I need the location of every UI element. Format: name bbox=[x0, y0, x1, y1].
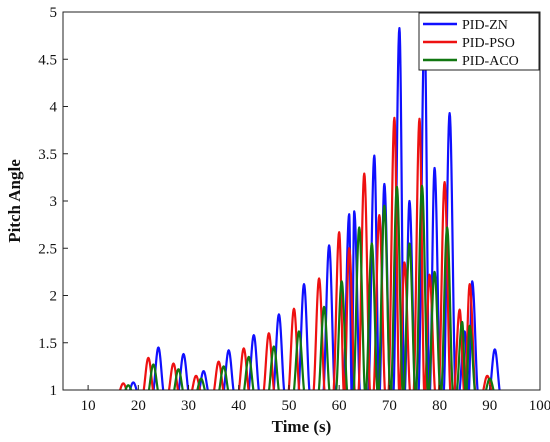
series-line-pid-aco bbox=[124, 184, 495, 390]
y-tick-label: 3.5 bbox=[38, 147, 57, 163]
x-tick-label: 10 bbox=[81, 398, 96, 414]
legend-label: PID-ACO bbox=[462, 54, 519, 69]
y-tick-label: 5 bbox=[50, 5, 58, 21]
y-tick-label: 4.5 bbox=[38, 52, 57, 68]
x-tick-label: 70 bbox=[382, 398, 397, 414]
legend: PID-ZN PID-PSO PID-ACO bbox=[418, 12, 540, 71]
legend-label: PID-PSO bbox=[462, 36, 515, 51]
x-tick-label: 20 bbox=[131, 398, 146, 414]
x-tick-label: 90 bbox=[482, 398, 497, 414]
y-tick-label: 2 bbox=[50, 289, 58, 305]
legend-label: PID-ZN bbox=[462, 18, 508, 33]
y-tick-label: 3 bbox=[50, 194, 58, 210]
y-tick-label: 4 bbox=[50, 100, 58, 116]
x-tick-label: 60 bbox=[332, 398, 347, 414]
x-tick-label: 40 bbox=[231, 398, 246, 414]
y-tick-label: 2.5 bbox=[38, 241, 57, 257]
y-axis-label: Pitch Angle bbox=[5, 159, 24, 243]
y-tick-label: 1.5 bbox=[38, 336, 57, 352]
y-axis: 1 1.5 2 2.5 3 3.5 4 4.5 5 bbox=[38, 5, 68, 399]
x-axis-label: Time (s) bbox=[272, 417, 332, 436]
x-tick-label: 80 bbox=[432, 398, 447, 414]
x-tick-label: 50 bbox=[281, 398, 296, 414]
series-line-pid-pso bbox=[118, 116, 493, 390]
x-tick-label: 30 bbox=[181, 398, 196, 414]
series-line-pid-zn bbox=[128, 26, 501, 390]
y-tick-label: 1 bbox=[50, 383, 58, 399]
series-layer bbox=[118, 26, 501, 390]
x-tick-label: 100 bbox=[529, 398, 550, 414]
x-axis: 10 20 30 40 50 60 70 80 90 100 bbox=[81, 385, 550, 414]
